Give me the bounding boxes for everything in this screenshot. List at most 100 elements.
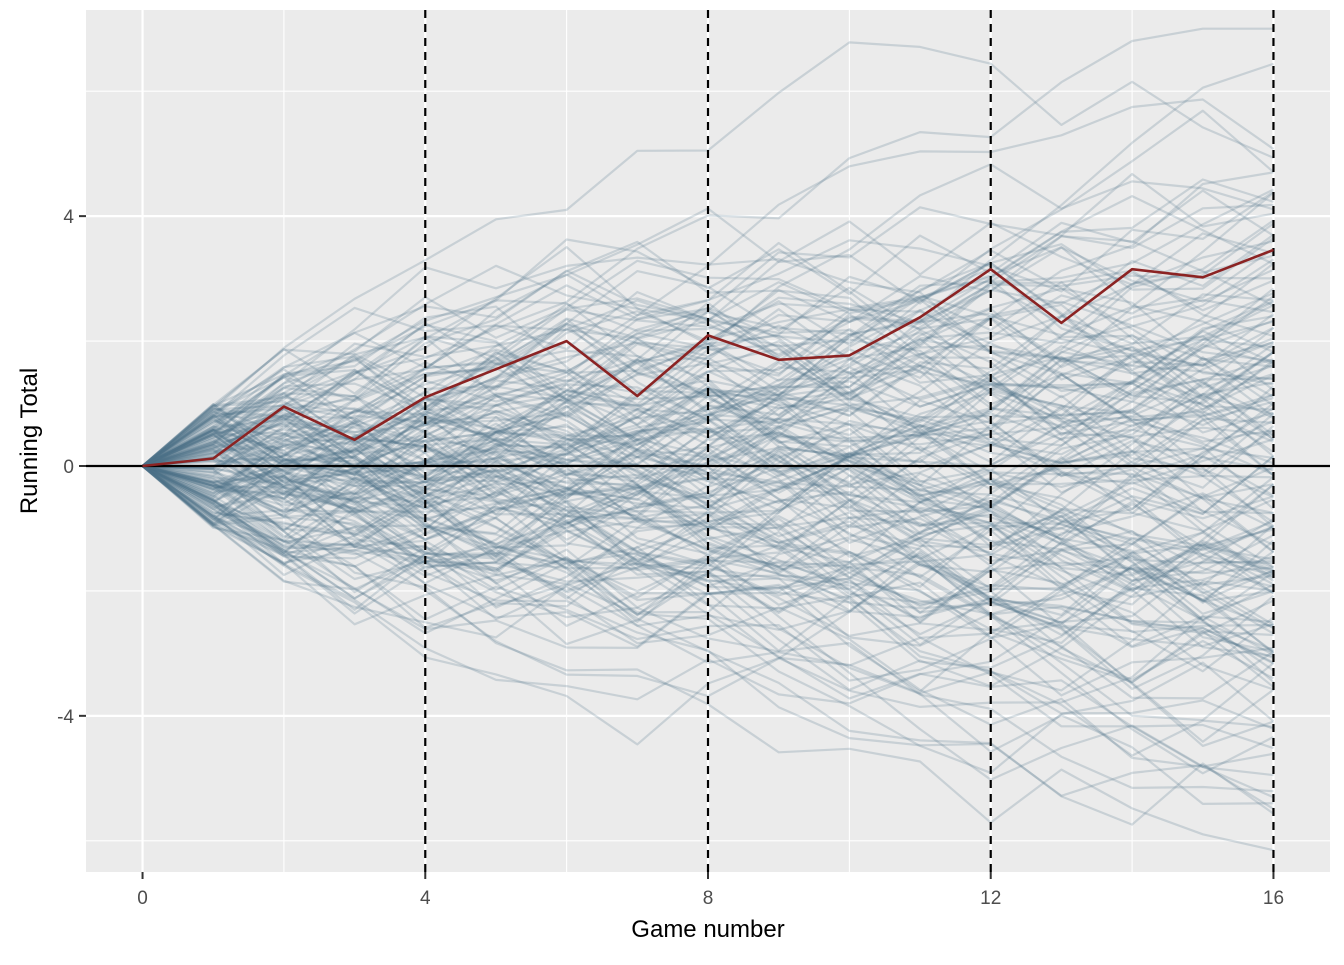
background-series-line <box>142 262 1275 568</box>
background-series-line <box>141 428 1274 667</box>
background-series-line <box>142 356 1275 507</box>
background-series-line <box>142 413 1275 591</box>
background-series-line <box>141 428 1274 646</box>
y-tick-label: 4 <box>63 207 74 228</box>
background-series-line <box>142 465 1274 730</box>
highlight-series-line <box>142 248 1274 468</box>
background-series-line <box>142 387 1275 511</box>
background-series-line <box>141 406 1274 529</box>
background-series-line <box>142 379 1275 558</box>
background-series-line <box>141 465 1274 616</box>
background-series-line <box>142 446 1274 748</box>
background-series-line <box>142 246 1274 468</box>
background-series-line <box>142 429 1274 793</box>
background-series-line <box>142 340 1274 499</box>
y-tick-label: 0 <box>63 457 74 478</box>
background-series-line <box>142 203 1274 475</box>
background-series-line <box>142 464 1274 693</box>
background-series-line <box>141 292 1274 467</box>
background-series-line <box>142 405 1274 595</box>
background-series-line <box>141 308 1274 467</box>
background-series-line <box>142 428 1275 570</box>
background-series-line <box>141 379 1275 587</box>
background-series-line <box>142 371 1274 500</box>
background-series-line <box>141 402 1275 614</box>
background-series-line <box>141 465 1275 672</box>
background-series-line <box>142 190 1275 468</box>
background-series-line <box>142 311 1274 499</box>
reference-lines <box>86 10 1330 872</box>
background-series-line <box>141 405 1275 593</box>
x-axis-ticks: 0 4 8 12 16 <box>137 872 1284 909</box>
y-axis-ticks: -4 0 4 <box>57 207 86 728</box>
background-series-line <box>141 414 1274 669</box>
background-series-line <box>142 323 1275 468</box>
background-series-line <box>142 315 1274 468</box>
background-series-line <box>141 465 1275 743</box>
x-tick-label: 8 <box>703 888 714 909</box>
background-series-line <box>141 367 1274 582</box>
background-series-line <box>141 27 1274 467</box>
background-series-line <box>142 299 1274 511</box>
background-series-line <box>142 427 1275 655</box>
background-series-line <box>142 464 1275 722</box>
background-series-line <box>141 390 1274 603</box>
y-axis-title: Running Total <box>16 368 43 514</box>
x-tick-label: 0 <box>137 888 148 909</box>
background-series-line <box>141 431 1274 566</box>
background-series-line <box>142 331 1274 468</box>
background-series-line <box>141 249 1274 467</box>
background-series-line <box>142 464 1275 645</box>
background-series-line <box>141 415 1274 649</box>
background-series-line <box>142 358 1274 515</box>
highlight-series-group <box>142 248 1274 468</box>
background-series-line <box>141 247 1275 600</box>
x-axis-title: Game number <box>631 916 784 943</box>
background-series-line <box>141 296 1274 467</box>
background-series-line <box>142 465 1274 799</box>
background-series-line <box>142 322 1275 469</box>
background-series-line <box>142 358 1274 653</box>
background-series-line <box>141 463 1275 683</box>
background-series-line <box>142 381 1274 622</box>
background-series-line <box>142 448 1275 810</box>
background-series-line <box>142 444 1274 537</box>
background-series-line <box>142 326 1275 470</box>
background-series-line <box>142 241 1274 468</box>
background-series-line <box>141 450 1274 639</box>
background-series-line <box>142 425 1274 615</box>
background-series-line <box>142 178 1274 468</box>
background-series-line <box>141 422 1275 635</box>
background-series-line <box>142 428 1274 565</box>
background-series-line <box>142 246 1274 501</box>
background-series-line <box>141 338 1274 467</box>
background-series-line <box>142 464 1275 586</box>
y-tick-label: -4 <box>57 707 74 728</box>
background-series-line <box>142 405 1275 567</box>
background-series-line <box>141 465 1275 826</box>
x-tick-label: 4 <box>420 888 431 909</box>
background-series-line <box>141 465 1274 852</box>
background-series-line <box>142 412 1275 522</box>
background-series-line <box>141 189 1275 467</box>
x-tick-label: 16 <box>1263 888 1284 909</box>
background-series-line <box>142 371 1275 541</box>
background-series-line <box>141 262 1274 516</box>
background-series-line <box>142 237 1275 513</box>
background-series-line <box>142 397 1275 626</box>
background-series-line <box>142 411 1275 604</box>
x-tick-label: 12 <box>980 888 1001 909</box>
background-series-line <box>142 458 1275 681</box>
background-series-line <box>141 351 1275 565</box>
background-series-line <box>141 246 1275 467</box>
background-series-line <box>141 465 1274 757</box>
background-series-line <box>141 465 1275 650</box>
background-series-line <box>142 435 1275 563</box>
background-series-line <box>142 429 1274 697</box>
background-series-line <box>142 327 1275 549</box>
background-series-line <box>142 464 1275 700</box>
background-series-line <box>141 465 1275 673</box>
background-series-line <box>142 299 1274 563</box>
